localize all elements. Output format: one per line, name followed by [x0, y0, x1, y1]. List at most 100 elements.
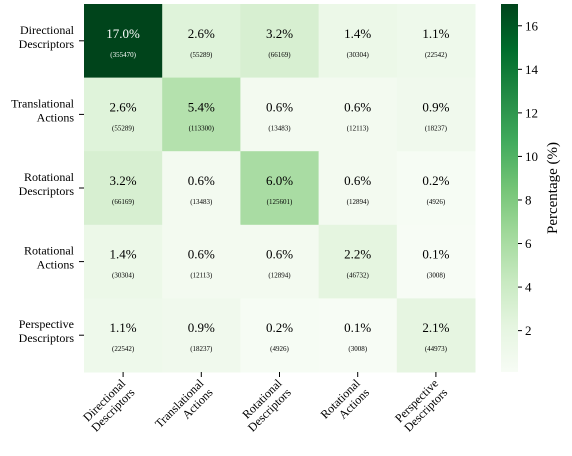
cell-count-label: (12113): [190, 272, 213, 280]
colorbar-title: Percentage (%): [545, 142, 561, 234]
heatmap-cell-fill: [162, 224, 241, 299]
heatmap-cell: 2.2% (46732): [318, 224, 398, 299]
heatmap-cell-fill: [396, 77, 476, 152]
cell-count-label: (355470): [110, 51, 136, 59]
heatmap-cell: 3.2% (66169): [240, 4, 320, 79]
cell-count-label: (55289): [190, 51, 213, 59]
cell-count-label: (44973): [425, 345, 448, 353]
cell-count-label: (18237): [425, 124, 448, 132]
colorbar-ticks: 2 4 6 8 10 12 14 16: [518, 18, 539, 338]
heatmap-cell-fill: [396, 298, 476, 373]
cell-percent-label: 2.2%: [344, 247, 371, 262]
heatmap-cell-fill: [396, 224, 476, 299]
colorbar-tick-label: 12: [525, 105, 538, 120]
cell-count-label: (55289): [112, 124, 135, 132]
heatmap-cell-fill: [162, 151, 241, 226]
column-label-translational-actions: TranslationalActions: [152, 376, 216, 440]
heatmap-cell: 17.0% (355470): [84, 4, 163, 79]
heatmap-cell-fill: [396, 4, 476, 79]
cell-count-label: (22542): [425, 51, 448, 59]
heatmap-cell: 0.9% (18237): [162, 298, 241, 373]
heatmap-cell: 2.6% (55289): [162, 4, 241, 79]
column-label-rotational-actions: RotationalActions: [318, 376, 373, 431]
cell-percent-label: 0.1%: [422, 247, 449, 262]
colorbar-tick-label: 6: [525, 236, 532, 251]
cell-count-label: (18237): [190, 345, 213, 353]
cell-count-label: (30304): [347, 51, 370, 59]
cell-count-label: (66169): [112, 198, 135, 206]
cell-percent-label: 3.2%: [110, 173, 137, 188]
cell-percent-label: 5.4%: [188, 99, 215, 114]
colorbar-tick-label: 8: [525, 192, 532, 207]
heatmap-cell: 0.6% (13483): [162, 151, 241, 226]
row-label-directional-descriptors: Directional Descriptors: [19, 23, 75, 51]
heatmap-cell: 0.6% (13483): [240, 77, 320, 152]
heatmap-cell-fill: [84, 298, 163, 373]
cell-percent-label: 0.6%: [344, 99, 371, 114]
row-label-perspective-descriptors: Perspective Descriptors: [19, 317, 75, 345]
cell-percent-label: 3.2%: [266, 26, 293, 41]
row-label-rotational-actions: Rotational Actions: [24, 244, 75, 272]
heatmap-cell: 1.4% (30304): [318, 4, 398, 79]
cell-count-label: (13483): [190, 198, 213, 206]
heatmap-cell-fill: [240, 4, 320, 79]
cell-count-label: (12894): [268, 272, 291, 280]
heatmap-cell: 0.9% (18237): [396, 77, 476, 152]
cell-count-label: (13483): [268, 124, 291, 132]
column-label-directional-descriptors: DirectionalDescriptors: [79, 376, 138, 435]
cell-percent-label: 1.4%: [110, 247, 137, 262]
heatmap-cell: 0.1% (3008): [318, 298, 398, 373]
cell-percent-label: 0.1%: [344, 320, 371, 335]
cell-count-label: (12113): [347, 124, 370, 132]
cell-percent-label: 2.1%: [422, 320, 449, 335]
cell-percent-label: 1.4%: [344, 26, 371, 41]
cell-percent-label: 0.2%: [266, 320, 293, 335]
heatmap-cell: 1.1% (22542): [84, 298, 163, 373]
heatmap-cell: 1.1% (22542): [396, 4, 476, 79]
heatmap-cell-fill: [162, 4, 241, 79]
cell-percent-label: 0.2%: [422, 173, 449, 188]
heatmap-cell-fill: [240, 77, 320, 152]
cell-percent-label: 0.9%: [422, 99, 449, 114]
column-label-perspective-descriptors: PerspectiveDescriptors: [392, 376, 450, 434]
heatmap-cell-fill: [318, 77, 398, 152]
heatmap-cell: 0.1% (3008): [396, 224, 476, 299]
heatmap-cell-fill: [318, 298, 398, 373]
heatmap-cell: 0.2% (4926): [240, 298, 320, 373]
heatmap-cell: 0.6% (12113): [162, 224, 241, 299]
heatmap-cell: 6.0% (125601): [240, 151, 320, 226]
cell-percent-label: 2.6%: [188, 26, 215, 41]
cell-count-label: (46732): [347, 272, 370, 280]
heatmap-cell-fill: [318, 4, 398, 79]
cell-percent-label: 0.6%: [266, 99, 293, 114]
colorbar-tick-label: 14: [525, 62, 539, 77]
colorbar: 2 4 6 8 10 12 14 16 Percentage (%): [501, 4, 561, 372]
cell-percent-label: 0.9%: [188, 320, 215, 335]
heatmap-cell: 3.2% (66169): [84, 151, 163, 226]
cell-percent-label: 0.6%: [266, 247, 293, 262]
heatmap-cell-fill: [318, 151, 398, 226]
cell-count-label: (113300): [189, 124, 215, 132]
cell-percent-label: 0.6%: [344, 173, 371, 188]
column-label-rotational-descriptors: RotationalDescriptors: [236, 376, 295, 435]
row-label-rotational-descriptors: Rotational Descriptors: [19, 170, 75, 198]
colorbar-gradient: [501, 4, 518, 372]
row-labels: Directional Descriptors Translational Actio…: [11, 23, 84, 345]
heatmap-cell: 2.1% (44973): [396, 298, 476, 373]
heatmap-cell-fill: [84, 77, 163, 152]
cell-percent-label: 17.0%: [106, 26, 140, 41]
heatmap-cell-fill: [84, 151, 163, 226]
heatmap-cell-fill: [162, 77, 241, 152]
cell-percent-label: 0.6%: [188, 173, 215, 188]
heatmap-cell: 0.6% (12894): [240, 224, 320, 299]
heatmap-cell-fill: [240, 151, 320, 226]
heatmap-cells: 17.0% (355470) 2.6% (55289) 3.2% (66169) 1.4% (…: [84, 4, 476, 373]
cell-percent-label: 6.0%: [266, 173, 293, 188]
heatmap-cell: 2.6% (55289): [84, 77, 163, 152]
cell-percent-label: 1.1%: [110, 320, 137, 335]
cell-count-label: (30304): [112, 272, 135, 280]
heatmap-cell-fill: [240, 298, 320, 373]
heatmap-cell: 0.2% (4926): [396, 151, 476, 226]
row-label-translational-actions: Translational Actions: [11, 96, 75, 124]
heatmap-cell: 0.6% (12113): [318, 77, 398, 152]
